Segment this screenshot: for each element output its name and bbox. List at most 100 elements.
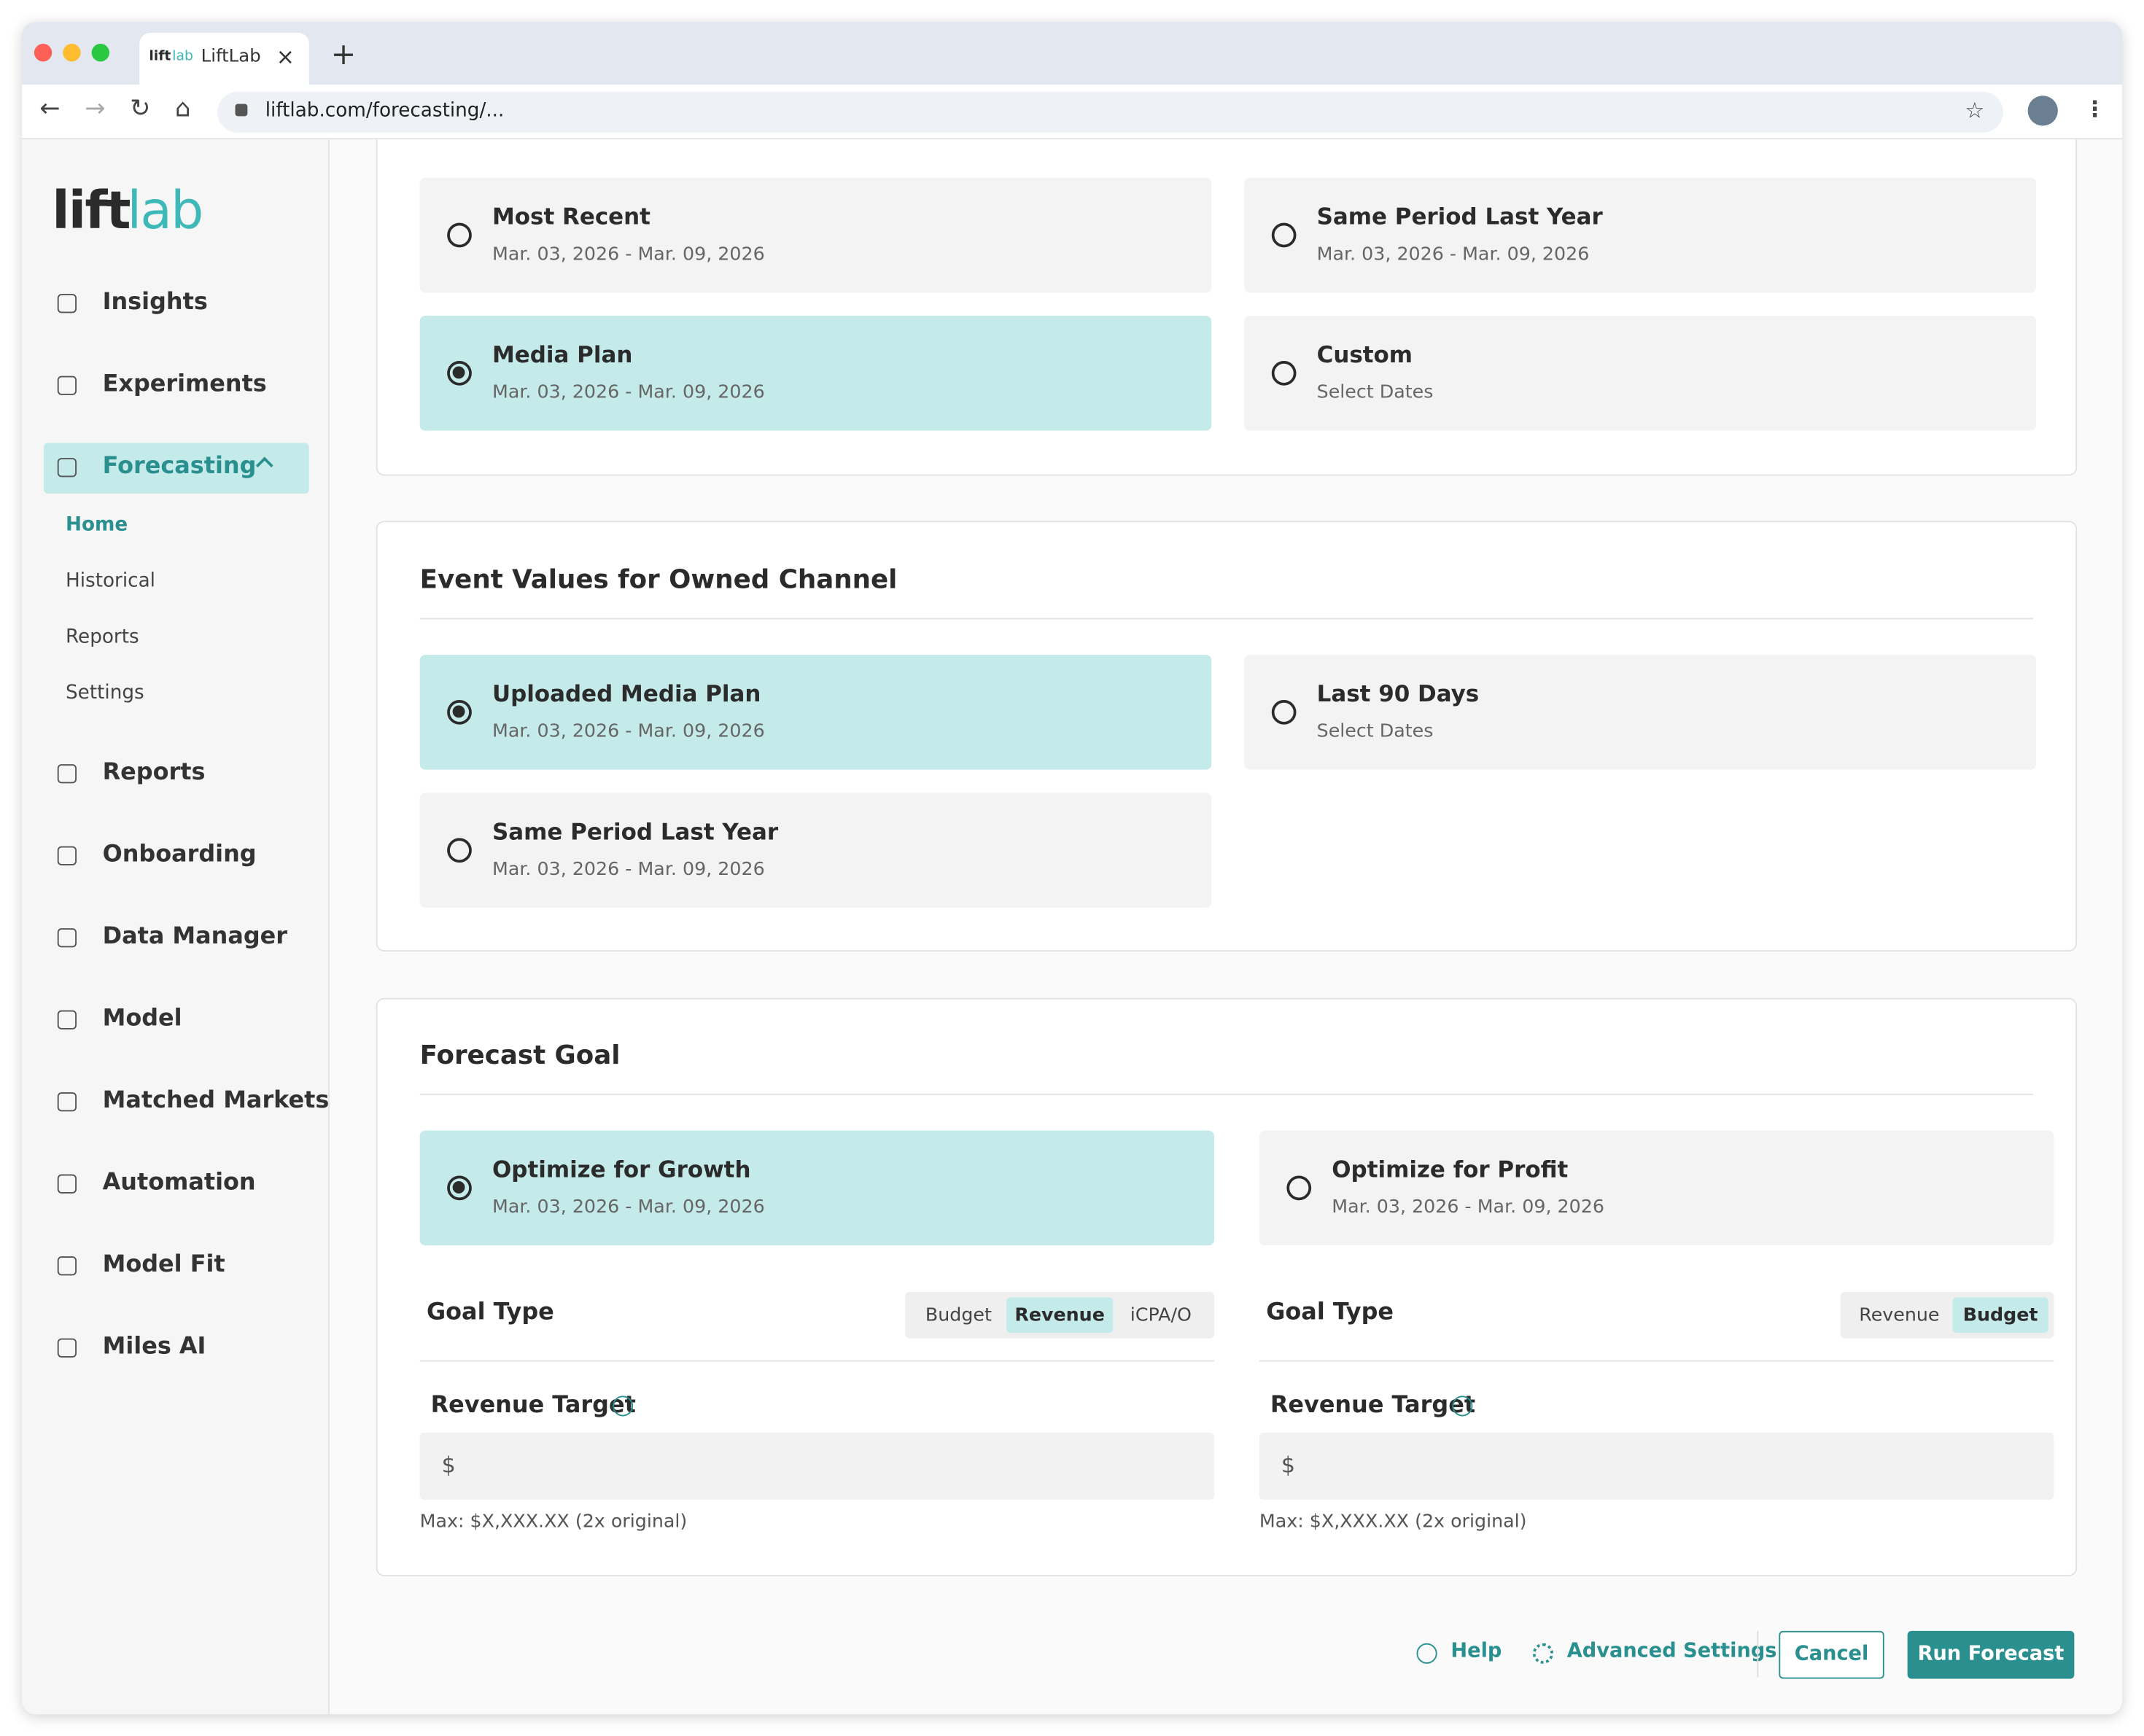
option-label: Same Period Last Year (492, 819, 779, 845)
window-control[interactable] (91, 44, 109, 62)
nav-item[interactable]: Forecasting (102, 452, 257, 480)
tab-logo: lift (149, 49, 171, 65)
radio (447, 1175, 472, 1201)
menu[interactable]: ⋮ (2083, 96, 2106, 122)
radio-dot (452, 705, 465, 718)
radio-option[interactable]: Last 90 Days Select Dates (1244, 655, 2036, 770)
logo: lift (52, 180, 131, 241)
option-sublabel: Select Dates (1316, 381, 1434, 404)
nav-subitem[interactable]: Home (66, 514, 128, 536)
separator (1757, 1630, 1759, 1678)
nav-icon (57, 458, 77, 478)
input[interactable]: $ (1259, 1433, 2054, 1500)
option-label: Last 90 Days (1316, 680, 1480, 707)
input-note: Max: $X,XXX.XX (2x original) (1259, 1510, 1527, 1533)
radio-option[interactable]: Optimize for Profit Mar. 03, 2026 - Mar. … (1259, 1130, 2054, 1246)
cancel-button[interactable]: Cancel (1779, 1630, 1884, 1679)
radio (447, 222, 472, 248)
main: Most Recent Mar. 03, 2026 - Mar. 09, 2026… (330, 139, 2122, 1714)
radio-option[interactable]: Uploaded Media Plan Mar. 03, 2026 - Mar. … (419, 655, 1212, 770)
target-label: Revenue Target (430, 1391, 636, 1420)
nav-item[interactable]: Model Fit (102, 1250, 225, 1279)
nav-icon (57, 375, 77, 395)
nav-subitem[interactable]: Reports (66, 626, 139, 648)
logo: lab (127, 180, 203, 241)
help-link[interactable]: Help (1450, 1640, 1502, 1662)
nav-icon (57, 764, 77, 784)
nav-icon (57, 928, 77, 948)
divider (419, 618, 2034, 620)
segment[interactable]: Budget (1952, 1297, 2048, 1334)
option-label: Uploaded Media Plan (492, 680, 761, 707)
radio-option[interactable]: Same Period Last Year Mar. 03, 2026 - Mar… (419, 793, 1212, 908)
nav-item[interactable]: Matched Markets (102, 1086, 330, 1115)
option-sublabel: Mar. 03, 2026 - Mar. 09, 2026 (492, 243, 765, 265)
option-label: Custom (1316, 341, 1413, 368)
option-label: Media Plan (492, 341, 633, 368)
tab-logo: lab (172, 49, 193, 65)
segment[interactable]: Revenue (1006, 1297, 1114, 1334)
nav-item[interactable]: Onboarding (102, 841, 257, 868)
radio-option[interactable]: Most Recent Mar. 03, 2026 - Mar. 09, 2026 (419, 177, 1212, 293)
nav-active-bg (44, 443, 309, 494)
radio (447, 700, 472, 725)
radio (1286, 1175, 1312, 1201)
input[interactable]: $ (419, 1433, 1214, 1500)
help-icon[interactable] (1452, 1396, 1473, 1417)
goal-type-label: Goal Type (1266, 1299, 1394, 1326)
divider (419, 1360, 1214, 1362)
section-title: Forecast Goal (419, 1040, 621, 1071)
help-icon (1416, 1643, 1437, 1664)
profile[interactable] (2027, 96, 2058, 126)
segmented-control: Revenue Budget (1840, 1291, 2054, 1339)
nav-button[interactable]: ⌂ (175, 94, 191, 123)
segment[interactable]: Revenue (1859, 1304, 1940, 1326)
nav-button[interactable]: → (85, 94, 106, 123)
goal-type-label: Goal Type (427, 1299, 554, 1326)
nav-item[interactable]: Automation (102, 1169, 256, 1196)
new-tab[interactable]: + (330, 38, 357, 73)
tab-close[interactable]: × (276, 44, 295, 70)
nav-icon (57, 1010, 77, 1029)
radio (447, 838, 472, 863)
radio-option[interactable]: Optimize for Growth Mar. 03, 2026 - Mar. … (419, 1130, 1214, 1246)
radio (1271, 361, 1297, 386)
advanced-settings-link[interactable]: Advanced Settings (1566, 1640, 1777, 1662)
option-sublabel: Mar. 03, 2026 - Mar. 09, 2026 (1332, 1196, 1604, 1218)
nav-item[interactable]: Experiments (102, 370, 267, 398)
divider (1259, 1360, 2054, 1362)
nav-item[interactable]: Reports (102, 758, 206, 787)
nav-icon (57, 1092, 77, 1112)
bookmark[interactable]: ☆ (1965, 97, 1985, 123)
lock-icon (235, 104, 248, 117)
address-bar[interactable]: liftlab.com/forecasting/... ☆ (217, 91, 2003, 133)
option-label: Optimize for Growth (492, 1156, 751, 1183)
nav-item[interactable]: Data Manager (102, 922, 288, 951)
input-note: Max: $X,XXX.XX (2x original) (419, 1510, 688, 1533)
option-sublabel: Mar. 03, 2026 - Mar. 09, 2026 (492, 720, 765, 743)
window-control[interactable] (34, 44, 53, 62)
nav-button[interactable]: ↻ (130, 94, 151, 123)
segment[interactable]: Budget (925, 1304, 992, 1326)
segment[interactable]: iCPA/O (1130, 1304, 1192, 1326)
nav-item[interactable]: Insights (102, 288, 208, 316)
option-sublabel: Mar. 03, 2026 - Mar. 09, 2026 (492, 858, 765, 881)
tab[interactable]: lift lab LiftLab × (139, 33, 309, 85)
url: liftlab.com/forecasting/... (265, 99, 505, 122)
radio-option[interactable]: Media Plan Mar. 03, 2026 - Mar. 09, 2026 (419, 316, 1212, 431)
run-forecast-button[interactable]: Run Forecast (1907, 1630, 2075, 1679)
option-sublabel: Mar. 03, 2026 - Mar. 09, 2026 (1316, 243, 1590, 265)
tab-title: LiftLab (201, 46, 261, 67)
window-control[interactable] (63, 44, 81, 62)
nav-subitem[interactable]: Historical (66, 569, 155, 592)
nav-subitem[interactable]: Settings (66, 682, 144, 704)
radio-option[interactable]: Same Period Last Year Mar. 03, 2026 - Mar… (1244, 177, 2036, 293)
nav-item[interactable]: Model (102, 1005, 182, 1032)
nav-item[interactable]: Miles AI (102, 1333, 206, 1361)
help-icon[interactable] (613, 1396, 634, 1417)
nav-button[interactable]: ← (39, 94, 61, 123)
radio-option[interactable]: Custom Select Dates (1244, 316, 2036, 431)
divider (419, 1094, 2034, 1095)
